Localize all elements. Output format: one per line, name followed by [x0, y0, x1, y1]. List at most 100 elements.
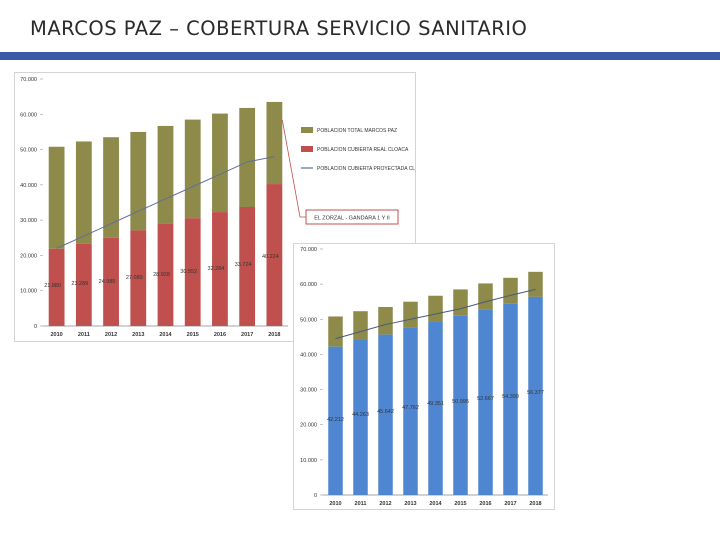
projection-line	[56, 156, 275, 249]
bar-total-2011	[353, 311, 368, 340]
bar-total-2016	[212, 113, 228, 213]
data-label-2014: 49.351	[427, 401, 444, 407]
x-tick-label: 2018	[268, 332, 280, 338]
bar-covered-2016	[478, 309, 493, 495]
title-rule	[0, 52, 720, 60]
bar-total-2014	[157, 125, 174, 224]
y-tick-label: 0	[34, 324, 37, 330]
x-tick-label: 2013	[132, 332, 144, 338]
bar-total-2013	[403, 301, 418, 328]
bar-covered-2012	[103, 237, 119, 326]
bar-total-2015	[453, 289, 468, 316]
bar-total-2016	[478, 283, 493, 310]
x-tick-label: 2014	[159, 332, 172, 338]
bar-covered-2011	[75, 243, 92, 326]
data-label-2015: 30.552	[180, 269, 197, 275]
cloaca-chart-svg: 0 10.000 20.000 30.000 40.000 50.000 60.000 70.…	[20, 77, 415, 338]
bar-total-2012	[378, 306, 393, 335]
y-tick-label: 20.000	[20, 253, 37, 259]
x-tick-label: 2017	[241, 332, 253, 338]
data-label-2018: 40.224	[262, 254, 279, 260]
x-tick-label: 2010	[329, 501, 341, 507]
y-tick-label: 10.000	[20, 289, 37, 295]
bar-covered-2010	[48, 248, 65, 326]
projection-line	[335, 288, 536, 340]
cloaca-coverage-chart: 0 10.000 20.000 30.000 40.000 50.000 60.000 70.…	[14, 72, 416, 342]
legend-label-2: POBLACION CUBIERTA PROYECTADA CLOACA	[317, 166, 415, 172]
y-tick-label: 70.000	[300, 247, 317, 253]
data-label-2015: 50.995	[452, 399, 469, 405]
bar-total-2013	[130, 131, 147, 231]
x-tick-label: 2013	[404, 501, 416, 507]
bar-covered-2015	[184, 218, 201, 326]
bar-covered-2016	[212, 212, 228, 326]
title-bar: MARCOS PAZ – COBERTURA SERVICIO SANITARI…	[0, 0, 720, 60]
annotation-box	[305, 209, 399, 225]
data-label-2013: 27.089	[126, 275, 143, 281]
data-label-2017: 33.724	[235, 262, 252, 268]
x-tick-label: 2015	[454, 501, 466, 507]
data-label-2016: 52.667	[477, 396, 494, 402]
water-chart-svg: 0 10.000 20.000 30.000 40.000 50.000 60.000 70.…	[300, 247, 548, 507]
bar-covered-2017	[239, 207, 256, 326]
x-tick-label: 2018	[529, 501, 541, 507]
x-tick-label: 2010	[50, 332, 62, 338]
y-tick-label: 0	[314, 493, 317, 499]
bar-covered-2010	[328, 346, 343, 495]
data-label-2010: 42.212	[327, 417, 344, 423]
x-tick-label: 2012	[105, 332, 117, 338]
bar-total-2017	[503, 277, 518, 304]
bar-covered-2017	[503, 303, 518, 495]
legend-swatch-1	[301, 146, 313, 152]
x-tick-label: 2017	[504, 501, 516, 507]
legend-label-0: POBLACION TOTAL MARCOS PAZ	[317, 128, 397, 134]
data-label-2010: 21.880	[44, 283, 61, 289]
data-label-2011: 23.289	[71, 281, 88, 287]
y-tick-label: 40.000	[20, 183, 37, 189]
y-tick-label: 30.000	[300, 388, 317, 394]
data-label-2014: 28.928	[153, 272, 170, 278]
legend-swatch-0	[301, 127, 313, 133]
y-tick-label: 50.000	[20, 148, 37, 154]
bar-covered-2013	[130, 230, 147, 326]
data-label-2017: 54.399	[502, 394, 519, 400]
x-tick-label: 2014	[429, 501, 442, 507]
bar-covered-2015	[453, 315, 468, 495]
x-tick-label: 2011	[78, 332, 90, 338]
data-label-2016: 32.284	[208, 266, 225, 272]
y-tick-label: 40.000	[300, 352, 317, 358]
annotation-leader	[281, 119, 306, 218]
bar-covered-2013	[403, 327, 418, 495]
bar-covered-2011	[353, 339, 368, 495]
bar-total-2010	[328, 316, 343, 347]
y-tick-label: 20.000	[300, 423, 317, 429]
y-tick-label: 60.000	[300, 282, 317, 288]
legend-label-1: POBLACION CUBIERTA REAL CLOACA	[317, 147, 409, 153]
x-tick-label: 2016	[214, 332, 226, 338]
y-tick-label: 50.000	[300, 317, 317, 323]
bar-total-2014	[428, 295, 443, 322]
water-coverage-chart: 0 10.000 20.000 30.000 40.000 50.000 60.000 70.…	[293, 243, 555, 510]
bar-total-2018	[266, 101, 283, 185]
bar-covered-2018	[266, 184, 283, 326]
data-label-2018: 56.377	[527, 390, 544, 396]
data-label-2011: 44.263	[352, 412, 369, 418]
bar-total-2018	[528, 271, 543, 297]
data-label-2013: 47.762	[402, 405, 419, 411]
bar-covered-2012	[378, 334, 393, 495]
annotation-label: EL ZORZAL - GANDARA 1 Y II	[314, 216, 390, 222]
bar-total-2010	[48, 146, 65, 249]
x-tick-label: 2011	[355, 501, 367, 507]
y-tick-label: 60.000	[20, 112, 37, 118]
y-tick-label: 70.000	[20, 77, 37, 83]
y-tick-label: 30.000	[20, 218, 37, 224]
bar-total-2011	[75, 141, 92, 244]
x-tick-label: 2015	[187, 332, 199, 338]
bar-total-2015	[184, 119, 201, 219]
x-tick-label: 2016	[479, 501, 491, 507]
data-label-2012: 45.642	[377, 409, 394, 415]
bar-covered-2014	[157, 223, 174, 326]
bar-total-2012	[103, 137, 119, 238]
bar-covered-2014	[428, 321, 443, 495]
data-label-2012: 24.985	[99, 279, 116, 285]
